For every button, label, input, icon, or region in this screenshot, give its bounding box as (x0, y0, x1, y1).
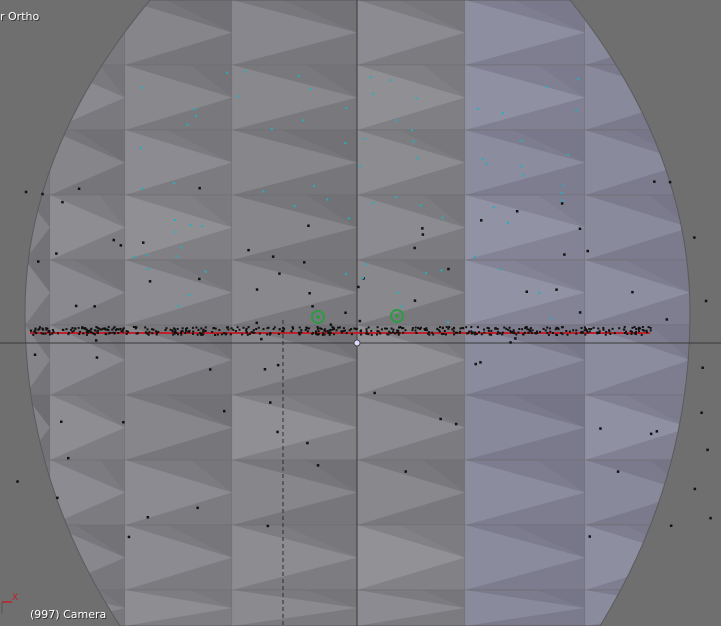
lamp-object-icon[interactable] (390, 309, 404, 323)
frame-status-label: (997) Camera (30, 608, 107, 621)
view-mode-label: r Ortho (0, 10, 40, 23)
particles-selected (133, 70, 580, 324)
camera-object-icon[interactable] (311, 310, 325, 324)
sphere-outline (24, 0, 691, 626)
particles-unselected (16, 180, 712, 539)
x-axis-gizmo-label: X (12, 593, 18, 603)
object-origin-icon[interactable] (353, 339, 361, 347)
axis-gizmo: X (0, 590, 24, 614)
